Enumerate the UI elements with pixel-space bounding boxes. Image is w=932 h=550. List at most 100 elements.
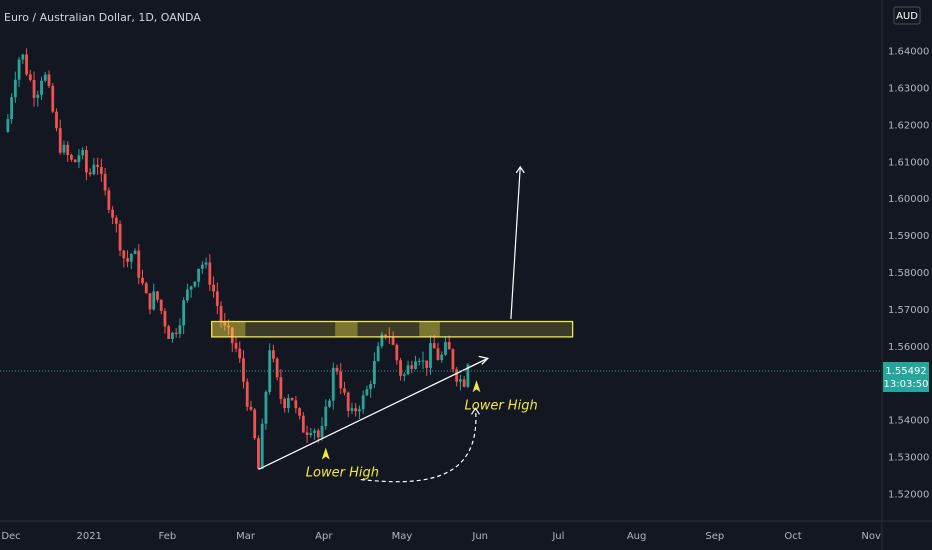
price-tick-label: 1.63000 xyxy=(888,84,929,95)
candle-body xyxy=(432,343,436,349)
candle-body xyxy=(92,164,96,175)
candle-body xyxy=(242,358,245,382)
candle-body xyxy=(58,128,62,153)
candle-body xyxy=(137,250,141,278)
candle-body xyxy=(421,360,425,362)
candle-body xyxy=(32,80,36,98)
time-tick-label: Jun xyxy=(471,531,488,542)
drawing-layer xyxy=(258,165,525,483)
candle-body xyxy=(10,97,14,120)
candle-body xyxy=(350,408,354,411)
candle-body xyxy=(335,367,339,372)
time-tick-label: Apr xyxy=(315,531,333,542)
candle-body xyxy=(204,262,208,265)
candle-body xyxy=(167,326,171,339)
candle-body xyxy=(331,367,335,401)
candle-body xyxy=(253,409,257,439)
price-tick-label: 1.62000 xyxy=(888,120,929,131)
candle-body xyxy=(111,209,114,218)
candle-body xyxy=(268,350,272,392)
candle-body xyxy=(425,360,429,368)
candle-body xyxy=(234,343,238,349)
candle-body xyxy=(103,173,107,191)
candle-body xyxy=(372,360,376,385)
candle-body xyxy=(305,432,309,436)
candle-body xyxy=(223,321,227,326)
currency-badge-box[interactable] xyxy=(893,6,921,25)
candle-body xyxy=(178,325,182,334)
candle-body xyxy=(51,85,55,112)
annotation-label: Lower High xyxy=(465,398,538,413)
candle-body xyxy=(96,164,100,167)
chart-title: Euro / Australian Dollar, 1D, OANDA xyxy=(4,11,201,24)
candle-body xyxy=(343,388,346,393)
candle-body xyxy=(55,111,58,129)
candle-body xyxy=(62,144,66,153)
candle-body xyxy=(21,54,25,60)
projection-arrowhead xyxy=(515,165,525,174)
candle-body xyxy=(365,389,369,396)
candle-body xyxy=(230,327,234,344)
candle-body xyxy=(354,408,358,412)
currency-badge[interactable]: AUD xyxy=(896,11,918,22)
price-tick-label: 1.59000 xyxy=(888,231,929,242)
current-price-label: 1.55492 xyxy=(885,366,926,377)
candle-body xyxy=(298,408,301,416)
candle-body xyxy=(152,291,156,310)
countdown-label: 13:03:50 xyxy=(884,379,929,390)
candle-body xyxy=(249,406,253,410)
candle-body xyxy=(47,74,51,86)
candle-body xyxy=(290,397,294,401)
candle-body xyxy=(114,217,118,224)
candle-body xyxy=(257,438,260,469)
candle-body xyxy=(185,289,189,301)
candle-body xyxy=(361,395,365,410)
candle-body xyxy=(215,291,219,306)
candle-body xyxy=(447,342,451,350)
candle-body xyxy=(156,291,159,300)
candle-body xyxy=(260,423,264,469)
candle-body xyxy=(126,258,129,262)
price-tick-label: 1.60000 xyxy=(888,194,929,205)
candle-body xyxy=(376,346,380,361)
candle-body xyxy=(208,262,212,285)
resistance-zone-box xyxy=(211,320,574,338)
candle-body xyxy=(200,264,204,269)
candle-body xyxy=(159,299,163,311)
candle-body xyxy=(66,144,70,156)
candle-body xyxy=(148,293,152,310)
candle-body xyxy=(36,94,40,98)
candle-body xyxy=(309,432,313,436)
candle-body xyxy=(346,392,350,411)
candle-body xyxy=(275,358,279,378)
candle-body xyxy=(245,381,249,407)
time-tick-label: Dec xyxy=(1,531,20,542)
candle-body xyxy=(182,300,186,326)
time-tick-label: Nov xyxy=(861,531,881,542)
candle-body xyxy=(384,334,388,337)
resistance-touch-highlight xyxy=(211,321,246,337)
candle-body xyxy=(212,284,215,292)
candle-body xyxy=(193,281,197,287)
annotations-layer: Lower High Lower High xyxy=(306,380,538,481)
candle-body xyxy=(286,397,290,409)
resistance-zone xyxy=(211,320,574,338)
price-tick-label: 1.58000 xyxy=(888,268,929,279)
candle-body xyxy=(313,430,316,433)
candle-body xyxy=(144,283,148,294)
candle-body xyxy=(77,155,81,163)
candle-body xyxy=(81,150,85,156)
time-axis[interactable]: Dec 2021 Feb Mar Apr May Jun Jul Aug Sep Oct Nov xyxy=(1,531,881,542)
candle-body xyxy=(462,379,466,387)
candle-body xyxy=(328,400,331,407)
candle-body xyxy=(85,150,88,173)
price-tick-label: 1.54000 xyxy=(888,416,929,427)
candle-body xyxy=(395,344,399,361)
candle-body xyxy=(13,79,17,98)
candle-body xyxy=(301,415,305,433)
candle-body xyxy=(436,348,440,361)
annotation-marker xyxy=(321,447,330,460)
support-trendline-arrowhead xyxy=(478,355,490,365)
candle-body xyxy=(40,80,43,95)
